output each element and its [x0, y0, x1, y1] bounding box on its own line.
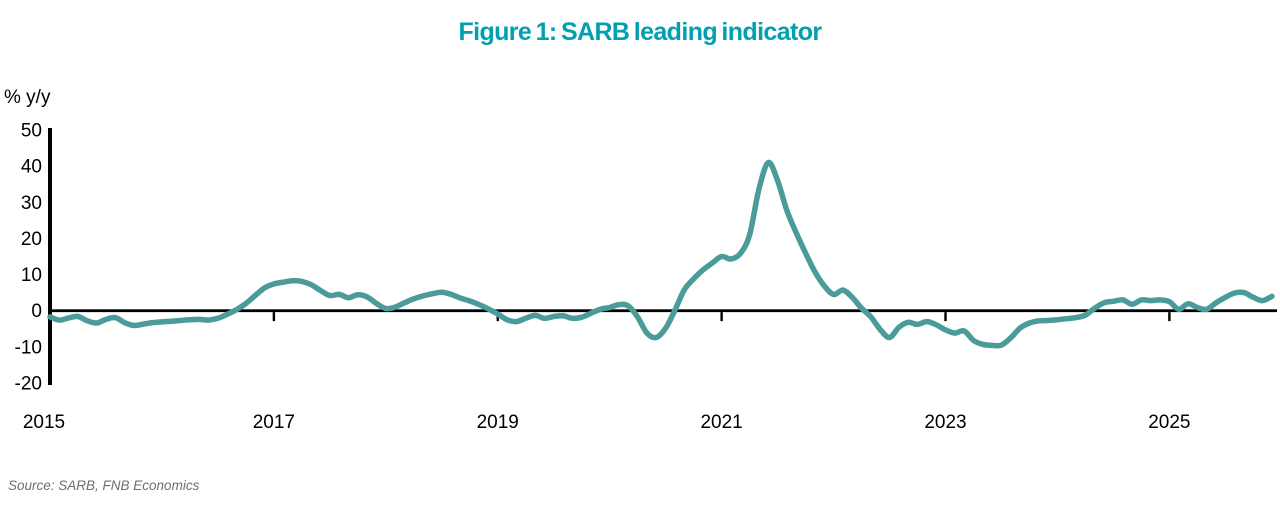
- y-tick-label: 10: [21, 265, 42, 286]
- figure-title: Figure 1: SARB leading indicator: [458, 18, 822, 46]
- x-tick-mark: [720, 312, 723, 322]
- x-tick-mark: [1168, 312, 1171, 322]
- x-tick-mark: [272, 312, 276, 322]
- y-tick-label: 20: [21, 229, 42, 250]
- x-tick-label: 2025: [1148, 412, 1190, 433]
- y-tick-label: 50: [21, 121, 42, 142]
- indicator-line: [47, 159, 1275, 349]
- x-tick-label: 2021: [700, 412, 742, 433]
- zero-baseline: [48, 309, 1277, 313]
- x-tick-label: 2019: [477, 412, 519, 433]
- y-tick-label: 40: [21, 157, 42, 178]
- x-tick-label: 2017: [253, 412, 295, 433]
- y-tick-label: 30: [21, 193, 42, 214]
- y-axis-unit-label: % y/y: [4, 87, 51, 108]
- x-tick-label: 2015: [23, 412, 65, 433]
- y-tick-label: 0: [31, 301, 42, 322]
- y-tick-label: -20: [15, 374, 42, 395]
- source-note: Source: SARB, FNB Economics: [8, 478, 200, 493]
- y-axis-line: [48, 128, 52, 385]
- x-tick-mark: [944, 312, 947, 322]
- x-tick-label: 2023: [924, 412, 966, 433]
- y-tick-label: -10: [15, 337, 42, 358]
